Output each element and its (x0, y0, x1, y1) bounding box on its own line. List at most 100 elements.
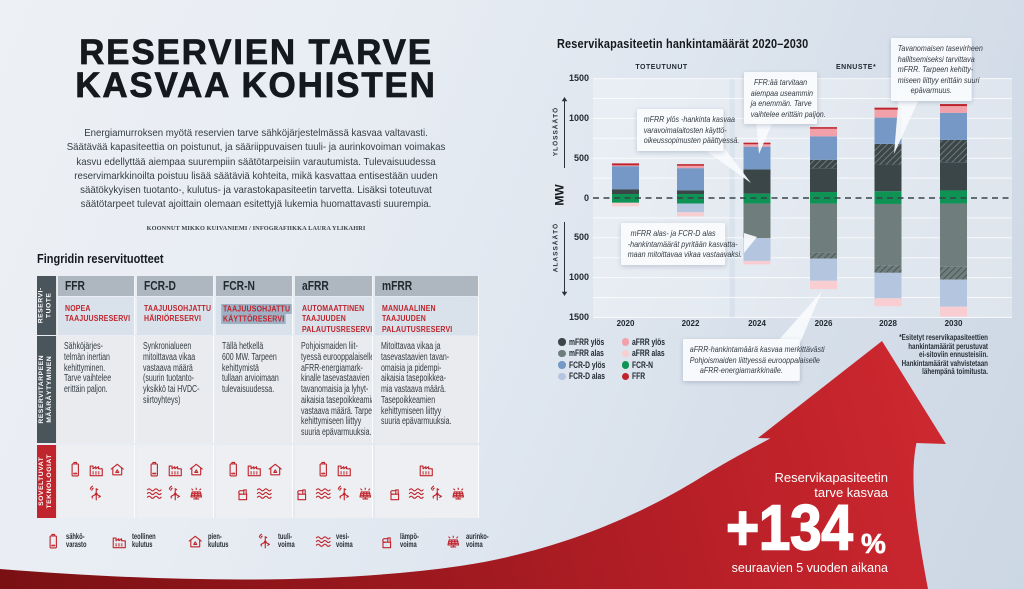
battery-icon (71, 461, 79, 477)
house-icon (268, 463, 282, 476)
arrow-shaft (0, 404, 928, 589)
chart-title: Reservikapasiteetin hankintamäärät 2020–… (557, 36, 809, 51)
bar-2026-mfrr_down-down (810, 203, 837, 253)
bar-2024-afrr_down-down (743, 260, 771, 265)
technology-icon-row (234, 484, 274, 503)
battery-icon (229, 461, 237, 477)
thermal-icon (382, 537, 392, 549)
technology-icon-row (314, 460, 354, 479)
subtitle-highlight: TAAJUUSOHJATTU KÄYTTÖRESERVI (220, 303, 292, 324)
product-name-mFRR: mFRR (374, 276, 479, 296)
bar-2030-afrr_up-up (940, 106, 967, 113)
battery-icon (49, 533, 57, 549)
text-span: MANUAALINEN TAAJUUDEN PALAUTUSRESERVI (381, 304, 452, 334)
tech-legend-item-wind: tuuli- voima (256, 532, 301, 551)
bar-2030-fcrn-down (940, 198, 967, 204)
bar-2022-ffr-up (677, 164, 704, 166)
product-technologies-FCR-D (136, 444, 214, 518)
legend-dot (621, 338, 629, 346)
bar-2030-mfrr_up-hatch-up (940, 139, 967, 163)
wind-icon (337, 485, 349, 500)
callout-pointer-1 (695, 143, 751, 183)
arrow-sub-text: seuraavien 5 vuoden aikana (731, 561, 888, 575)
bar-2028-ffr-up (874, 107, 902, 110)
text-span: SOVELTUVAT TEKNOLOGIAT (37, 453, 54, 509)
section-label-realized: TOTEUTUNUT (635, 64, 688, 71)
text-span: FCR-N (222, 279, 255, 293)
thermal-icon (238, 488, 248, 500)
legend-label: mFRR ylös (568, 336, 604, 347)
bar-2028-mfrr_down-hatch-down (874, 265, 902, 273)
bar-2028-fcrn-down (874, 198, 902, 204)
product-description-FCR-D: Synkronialueen mitoittavaa vikaa vastaav… (136, 336, 214, 443)
y-tick-6: 1500 (568, 311, 589, 322)
text-span: TAAJUUSOHJATTU HÄIRIÖRESERVI (143, 304, 211, 324)
tech-legend-label: vesi- voima (335, 531, 353, 550)
legend-item-aFRR-alas: aFRR alas (621, 348, 677, 360)
credit-line: KOONNUT MIKKO KUIVANIEMI / INFOGRAFIIKKA… (146, 225, 366, 232)
bar-2030-fcrd_down-down (940, 279, 967, 307)
chart-footnote: *Esitetyt reservikapasiteettien hankinta… (899, 333, 988, 377)
bar-2030-ffr-up (940, 104, 967, 107)
house-icon (188, 535, 202, 548)
tech-legend-label: lämpö- voima (399, 531, 419, 550)
legend-dot (621, 372, 629, 381)
legend-column-2: aFRR ylös aFRR alas FCR-N FFR (621, 336, 677, 382)
y-tick-3: 0 (583, 192, 589, 203)
technology-icon-row (224, 460, 285, 479)
page-title: RESERVIEN TARVE KASVAA KOHISTEN (75, 33, 437, 105)
x-tick-2028: 2028 (879, 319, 897, 328)
tech-legend-item-waves: vesi- voima (314, 532, 359, 551)
bar-2022-mfrr_up-up (677, 190, 704, 195)
bar-2026-mfrr_up-hatch-up (810, 159, 837, 169)
solar-icon (447, 535, 460, 548)
x-tick-2026: 2026 (814, 319, 833, 328)
bar-2028-fcrn-up (874, 191, 902, 198)
bar-2020-fcrd_up-up (612, 166, 639, 190)
bar-2022-afrr_up-up (677, 165, 704, 169)
wind-icon (430, 485, 442, 500)
callout-3: Tavanomaisen tasevirheen hallitsemiseksi… (891, 38, 983, 101)
text-span: aFRR (301, 279, 329, 293)
legend-dot (558, 361, 566, 369)
bar-2028-mfrr_up-up (874, 164, 902, 192)
bar-2030-afrr_down-down (940, 306, 967, 317)
product-subtitle-FCR-D: TAAJUUSOHJATTU HÄIRIÖRESERVI (136, 297, 214, 335)
tech-legend-label: aurinko- voima (465, 531, 489, 550)
bar-2028-afrr_up-up (874, 109, 902, 118)
product-name-FFR: FFR (57, 276, 135, 296)
arrow-head (758, 341, 946, 444)
product-description-aFRR: Pohjoismaiden liit- tyessä eurooppalaise… (294, 336, 373, 443)
product-technologies-aFRR (294, 444, 373, 518)
waves-icon (256, 487, 272, 499)
row-label-maaraytyminen: RESERVITARPEEN MÄÄRÄYTYMINEN (37, 336, 57, 443)
legend-item-FCR-N: FCR-N (621, 359, 677, 371)
bar-2022-fcrn-down (677, 198, 704, 204)
factory-icon (247, 465, 261, 477)
bar-2024-afrr_up-up (743, 144, 771, 147)
waves-icon (315, 487, 331, 499)
legend-item-aFRR-ylös: aFRR ylös (621, 336, 677, 348)
product-subtitle-FFR: NOPEA TAAJUUSRESERVI (57, 297, 135, 335)
product-technologies-mFRR (374, 444, 479, 518)
product-description-FFR: Sähköjärjes- telmän inertian kehittymine… (57, 336, 135, 443)
text-span: NOPEA TAAJUUSRESERVI (64, 304, 130, 324)
house-icon (189, 463, 203, 476)
technology-icon-row (417, 460, 436, 479)
bar-2022-afrr_down-down (677, 212, 704, 217)
callout-pointer-3 (894, 94, 921, 154)
text-span: mFRR (381, 279, 412, 293)
bar-2022-fcrd_down-down (677, 203, 704, 213)
y-tick-0: 1500 (568, 73, 589, 84)
bar-2026-ffr-up (810, 127, 837, 129)
bar-2024-fcrn-down (743, 198, 771, 204)
callout-1: mFRR ylös -hankinta kasvaa varavoimalait… (637, 109, 739, 151)
row-label-reservituote: RESERVI- TUOTE (37, 276, 57, 335)
x-tick-2030: 2030 (944, 319, 963, 328)
battery-icon (150, 461, 158, 477)
text-span: RESERVITARPEEN MÄÄRÄYTYMINEN (37, 355, 54, 424)
bar-2026-afrr_up-up (810, 128, 837, 137)
house-icon (110, 463, 124, 476)
bar-2026-fcrd_down-down (810, 258, 837, 281)
